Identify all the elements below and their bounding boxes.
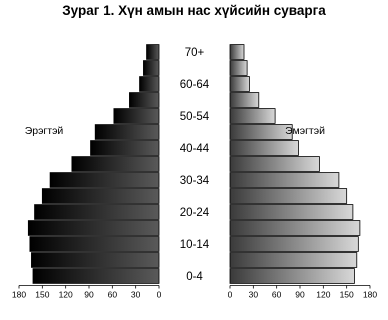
female-bar-60-64	[229, 76, 250, 92]
female-bar-10-14	[229, 236, 359, 252]
female-tick-label: 150	[340, 290, 354, 300]
female-bar-70+	[229, 44, 245, 60]
age-label-10-14: 10-14	[180, 239, 210, 251]
female-tick-label: 60	[272, 290, 282, 300]
female-bar-35-39	[229, 156, 320, 172]
age-label-70+: 70+	[185, 47, 205, 59]
male-bar-60-64	[139, 76, 160, 92]
male-bar-55-59	[129, 92, 160, 108]
female-bar-25-29	[229, 188, 348, 204]
male-bar-0-4	[32, 268, 160, 284]
female-x-axis: 180 150 120 90 60 30 0	[228, 285, 377, 300]
female-bar-65-69	[229, 60, 248, 76]
male-bar-10-14	[29, 236, 160, 252]
male-bar-50-54	[113, 108, 160, 124]
female-tick-label: 0	[228, 290, 233, 300]
female-tick-label: 180	[363, 290, 377, 300]
male-bar-40-44	[90, 140, 160, 156]
male-bar-15-19	[27, 220, 160, 236]
male-tick-label: 180	[12, 290, 26, 300]
male-bar-35-39	[71, 156, 160, 172]
male-bar-25-29	[41, 188, 160, 204]
female-tick-label: 90	[295, 290, 305, 300]
male-tick-label: 120	[59, 290, 73, 300]
male-bars	[27, 44, 160, 284]
female-bar-55-59	[229, 92, 260, 108]
female-tick-label: 30	[249, 290, 259, 300]
chart-title: Зураг 1. Хүн амын нас хүйсийн суварга	[62, 3, 326, 18]
age-label-60-64: 60-64	[180, 79, 210, 91]
male-tick-label: 30	[131, 290, 141, 300]
age-label-30-34: 30-34	[180, 175, 210, 187]
age-label-40-44: 40-44	[180, 143, 210, 155]
age-label-0-4: 0-4	[186, 271, 203, 283]
female-label: Эмэгтэй	[285, 125, 325, 137]
female-bar-0-4	[229, 268, 355, 284]
female-bar-5-9	[229, 252, 358, 268]
male-label: Эрэгтэй	[25, 125, 64, 137]
female-bar-15-19	[229, 220, 361, 236]
male-tick-label: 150	[35, 290, 49, 300]
age-label-50-54: 50-54	[180, 111, 210, 123]
female-bar-40-44	[229, 140, 299, 156]
male-x-axis: 180 150 120 90 60 30 0	[12, 285, 162, 300]
male-bar-20-24	[34, 204, 160, 220]
male-bar-30-34	[49, 172, 160, 188]
female-bar-45-49	[229, 124, 293, 140]
male-bar-45-49	[94, 124, 160, 140]
female-bars	[229, 44, 361, 284]
age-label-20-24: 20-24	[180, 207, 210, 219]
male-bar-70+	[146, 44, 160, 60]
male-tick-label: 90	[84, 290, 94, 300]
male-bar-65-69	[143, 60, 160, 76]
female-bar-30-34	[229, 172, 340, 188]
male-tick-label: 0	[157, 290, 162, 300]
male-tick-label: 60	[108, 290, 118, 300]
female-bar-20-24	[229, 204, 354, 220]
male-bar-5-9	[31, 252, 160, 268]
female-tick-label: 120	[316, 290, 330, 300]
age-group-labels: 0-4 10-14 20-24 30-34 40-44 50-54 60-64 70+	[180, 47, 210, 283]
female-bar-50-54	[229, 108, 276, 124]
